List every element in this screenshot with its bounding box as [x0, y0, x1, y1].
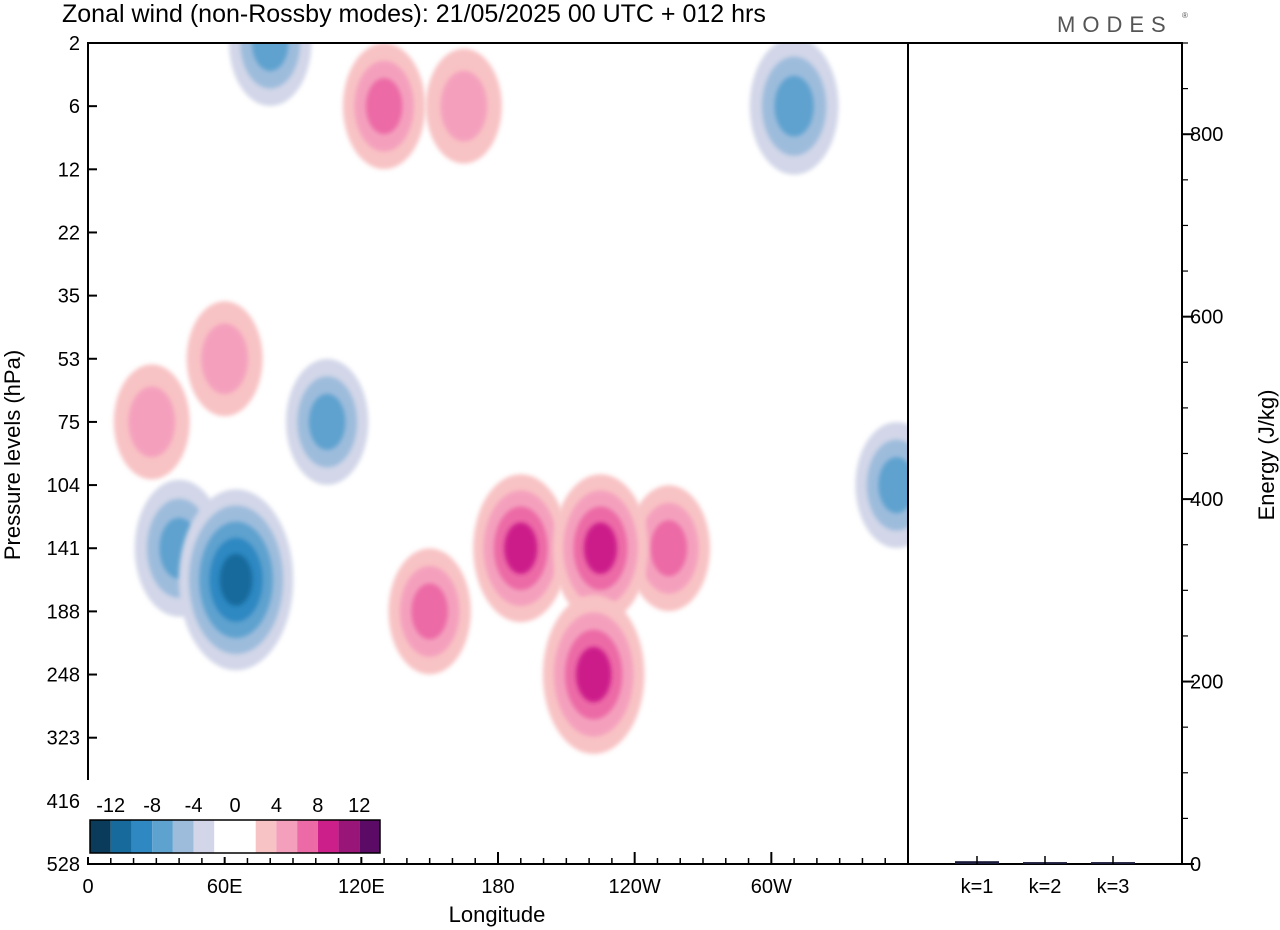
colorbar-frame [89, 819, 381, 854]
x-tick-label: 180 [481, 876, 514, 898]
energy-tick-label: 400 [1190, 489, 1223, 511]
wind-feature [552, 474, 649, 623]
energy-tick-label: 800 [1190, 124, 1223, 146]
x-tick-label: 120W [609, 876, 661, 898]
contour-band [128, 386, 176, 458]
colorbar-label: -12 [96, 795, 125, 817]
y-tick-label: 35 [58, 286, 80, 308]
colorbar-label: 8 [312, 795, 323, 817]
contour-band [650, 520, 688, 577]
plot-background [88, 43, 908, 864]
contour-band [251, 43, 289, 71]
colorbar-swatch [276, 820, 298, 853]
wind-feature [285, 358, 369, 485]
energy-panel-frame [907, 42, 1183, 865]
y-tick-label: 6 [69, 96, 80, 118]
x-tick-label: 0 [82, 876, 93, 898]
contour-band [440, 70, 488, 142]
colorbar-swatch [235, 820, 256, 853]
energy-bar-chart: 0 200 400 600 800 k=1 k=2 k=3 [955, 42, 1223, 898]
contour-band [575, 646, 612, 703]
colorbar-swatch [90, 820, 111, 853]
contour-band [878, 457, 908, 514]
y-tick-label: 104 [47, 475, 80, 497]
contour-band [411, 583, 448, 640]
colorbar-swatch [255, 820, 277, 853]
x-axis-label: Longitude [449, 902, 546, 927]
wind-feature [473, 474, 569, 623]
colorbar-swatch [193, 820, 215, 853]
y-tick-label: 416 [47, 791, 80, 813]
y-tick-label: 75 [58, 412, 80, 434]
modes-logo: MODES [1057, 12, 1173, 37]
colorbar-label: -4 [185, 795, 203, 817]
y-axis-label: Pressure levels (hPa) [0, 350, 25, 560]
energy-axis-label: Energy (J/kg) [1254, 390, 1279, 521]
contour-band [774, 75, 814, 137]
energy-category-label: k=2 [1029, 876, 1062, 898]
energy-category-label: k=3 [1097, 876, 1130, 898]
colorbar-swatch [152, 820, 173, 853]
y-tick-label: 323 [47, 728, 80, 750]
x-tick-label: 120E [338, 876, 385, 898]
energy-tick-label: 600 [1190, 307, 1223, 329]
y-tick-label: 248 [47, 665, 80, 687]
chart-title: Zonal wind (non-Rossby modes): 21/05/202… [62, 0, 766, 28]
x-tick-label: 60E [207, 876, 243, 898]
wind-feature [113, 364, 190, 480]
wind-feature [627, 485, 711, 612]
colorbar-swatch [297, 820, 318, 853]
wind-feature [542, 595, 645, 755]
colorbar-swatch [338, 820, 360, 853]
y-tick-label: 141 [47, 538, 80, 560]
y-tick-label: 2 [69, 33, 80, 55]
x-tick-label: 60W [751, 876, 792, 898]
wind-feature [186, 301, 263, 417]
energy-category-label: k=1 [961, 876, 994, 898]
contour-band [583, 522, 618, 574]
wind-feature [749, 43, 839, 175]
y-tick-label: 22 [58, 222, 80, 244]
y-tick-label: 528 [47, 854, 80, 876]
colorbar-swatch [172, 820, 194, 853]
colorbar-swatch [214, 820, 235, 853]
colorbar: -12 -8 -4 0 4 8 12 [86, 780, 384, 857]
pressure-axis: 2 6 12 22 35 53 75 104 141 188 248 323 416 528 [47, 33, 97, 876]
colorbar-label: 0 [229, 795, 240, 817]
y-tick-label: 53 [58, 349, 80, 371]
contour-band [219, 553, 253, 606]
registered-mark: ® [1182, 11, 1188, 20]
contour-band [504, 522, 538, 574]
colorbar-label: -8 [143, 795, 161, 817]
wind-feature [855, 422, 908, 549]
contour-band [201, 323, 249, 395]
longitude-axis: 0 60E 120E 180 120W 60W [82, 852, 909, 898]
energy-tick-label: 200 [1190, 672, 1223, 694]
y-tick-label: 12 [58, 159, 80, 181]
colorbar-swatch [131, 820, 153, 853]
zonal-wind-field [113, 43, 908, 755]
colorbar-swatch [317, 820, 339, 853]
wind-feature [178, 489, 294, 671]
colorbar-swatch [359, 820, 380, 853]
wind-feature [229, 43, 312, 106]
contour-band [308, 393, 346, 450]
wind-feature [342, 43, 426, 170]
wind-feature [388, 548, 471, 675]
colorbar-swatch [110, 820, 132, 853]
y-tick-label: 188 [47, 601, 80, 623]
contour-band [365, 78, 403, 135]
colorbar-label: 12 [348, 795, 370, 817]
wind-feature [425, 48, 502, 164]
energy-tick-label: 0 [1190, 854, 1201, 876]
colorbar-label: 4 [271, 795, 282, 817]
